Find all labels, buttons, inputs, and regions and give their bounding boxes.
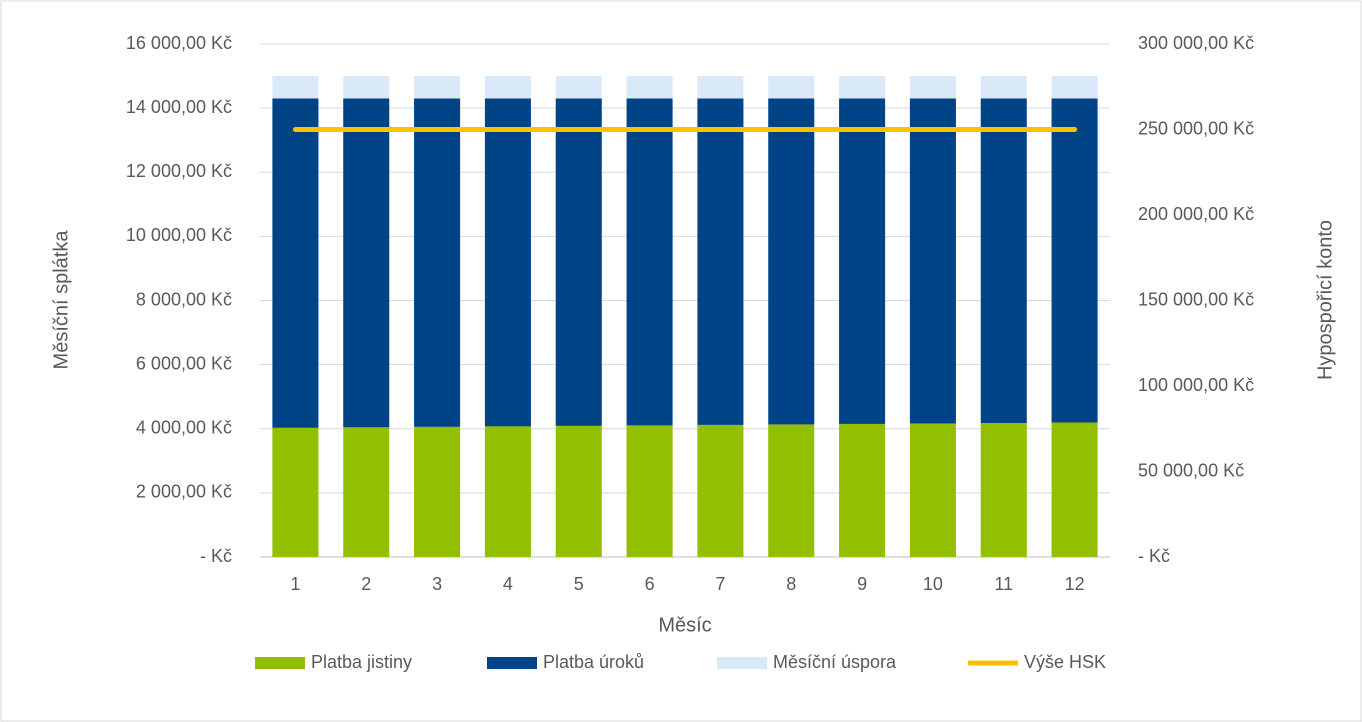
y-tick-label: 6 000,00 Kč xyxy=(136,353,232,373)
bar-segment xyxy=(484,76,531,99)
y2-tick-label: 200 000,00 Kč xyxy=(1138,204,1254,224)
x-tick-label: 5 xyxy=(574,574,584,594)
bar-segment xyxy=(555,98,602,426)
y2-tick-label: 100 000,00 Kč xyxy=(1138,375,1254,395)
bar-segment xyxy=(414,98,461,427)
legend-swatch xyxy=(255,657,305,669)
y2-axis-title: Hypospořicí konto xyxy=(1314,220,1336,380)
bar-segment xyxy=(484,98,531,427)
bar-segment xyxy=(697,98,744,425)
x-axis-title: Měsíc xyxy=(658,614,711,636)
x-tick-label: 8 xyxy=(786,574,796,594)
x-tick-label: 3 xyxy=(432,574,442,594)
bar-segment xyxy=(909,76,956,99)
legend-label: Platba úroků xyxy=(543,652,644,672)
y-tick-label: 8 000,00 Kč xyxy=(136,289,232,309)
bar-segment xyxy=(768,76,815,99)
bar-segment xyxy=(839,98,886,424)
legend-swatch xyxy=(717,657,767,669)
bar-segment xyxy=(626,425,673,557)
y-tick-label: - Kč xyxy=(200,546,232,566)
bar-segment xyxy=(272,427,319,557)
bar-segment xyxy=(909,98,956,424)
x-tick-label: 2 xyxy=(361,574,371,594)
bar-segment xyxy=(555,76,602,99)
bar-segment xyxy=(414,426,461,557)
y2-tick-label: - Kč xyxy=(1138,546,1170,566)
bar-segment xyxy=(980,76,1027,99)
bar-segment xyxy=(626,76,673,99)
x-tick-label: 9 xyxy=(857,574,867,594)
legend-label: Výše HSK xyxy=(1024,652,1106,672)
x-tick-label: 12 xyxy=(1065,574,1085,594)
y2-tick-label: 50 000,00 Kč xyxy=(1138,460,1244,480)
y2-tick-label: 150 000,00 Kč xyxy=(1138,289,1254,309)
bar-segment xyxy=(1051,76,1098,99)
bar-segment xyxy=(555,425,602,557)
bar-segment xyxy=(272,76,319,99)
x-tick-label: 4 xyxy=(503,574,513,594)
bar-segment xyxy=(484,426,531,557)
bar-segment xyxy=(980,98,1027,423)
bar-segment xyxy=(697,76,744,99)
bar-segment xyxy=(272,98,319,428)
bar-segment xyxy=(768,424,815,557)
bar-segment xyxy=(909,423,956,557)
bar-segment xyxy=(839,423,886,557)
x-tick-label: 11 xyxy=(994,574,1013,594)
y-tick-label: 4 000,00 Kč xyxy=(136,418,232,438)
bar-segment xyxy=(697,424,744,557)
x-tick-label: 6 xyxy=(645,574,655,594)
bar-segment xyxy=(839,76,886,99)
y2-tick-label: 250 000,00 Kč xyxy=(1138,118,1254,138)
y-tick-label: 2 000,00 Kč xyxy=(136,482,232,502)
y-tick-label: 10 000,00 Kč xyxy=(126,225,232,245)
x-tick-label: 10 xyxy=(923,574,943,594)
bar-segment xyxy=(343,76,390,99)
x-tick-label: 1 xyxy=(290,574,300,594)
bar-segment xyxy=(626,98,673,426)
bar-segment xyxy=(343,98,390,428)
legend-swatch xyxy=(487,657,537,669)
bar-segment xyxy=(980,422,1027,557)
bar-segment xyxy=(414,76,461,99)
bar-segment xyxy=(1051,422,1098,557)
legend-label: Platba jistiny xyxy=(311,652,412,672)
x-tick-label: 7 xyxy=(715,574,725,594)
y-axis-title: Měsíční splátka xyxy=(50,230,72,370)
y2-tick-label: 300 000,00 Kč xyxy=(1138,33,1254,53)
bar-segment xyxy=(343,427,390,557)
legend-label: Měsíční úspora xyxy=(773,652,897,672)
bar-segment xyxy=(768,98,815,425)
y-tick-label: 14 000,00 Kč xyxy=(126,97,232,117)
y-tick-label: 16 000,00 Kč xyxy=(126,33,232,53)
y-tick-label: 12 000,00 Kč xyxy=(126,161,232,181)
bar-segment xyxy=(1051,98,1098,423)
